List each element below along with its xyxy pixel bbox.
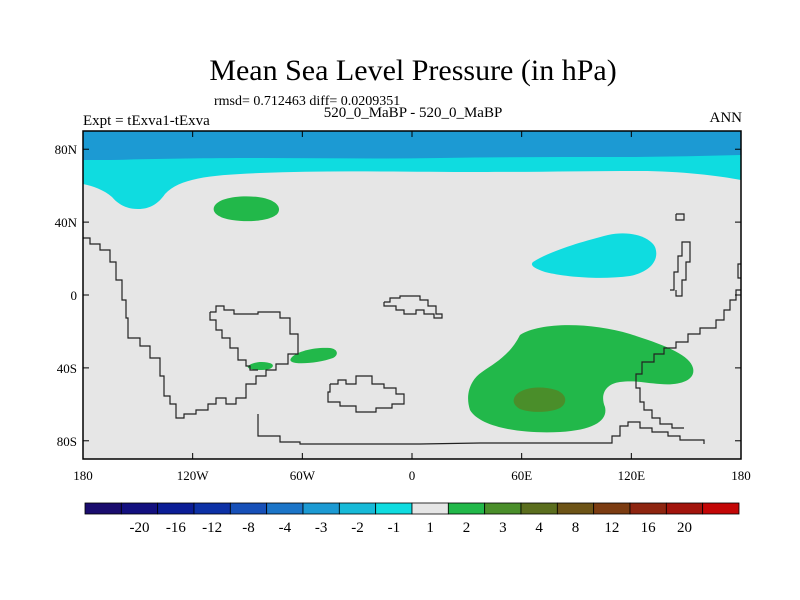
y-tick-label: 40S [57,361,77,376]
colorbar-swatch [665,502,704,515]
colorbar-label: 8 [572,520,580,536]
x-tick-label: 120W [177,468,210,483]
colorbar-swatch [447,502,486,515]
experiment-label: Expt = tExva1-tExva [83,113,210,129]
colorbar-label: 4 [535,520,543,536]
colorbar-swatch [411,502,449,515]
axes: 180 120W 60W 0 60E 120E 180 80N 40N 0 40S 80S [55,131,751,483]
colorbar-swatch [520,502,558,515]
colorbar-label: -16 [166,520,186,536]
coast-south-america [175,305,299,419]
colorbar-label: -4 [279,520,292,536]
x-tick-label: 60W [290,468,316,483]
colorbar-label: -12 [202,520,222,536]
colorbar-swatch [302,502,340,515]
colorbar-swatch [484,502,522,515]
coast-south-america-inner [209,312,258,371]
field-atlantic-high [213,196,280,222]
chart-subtitle: 520_0_MaBP - 520_0_MaBP [323,105,503,121]
colorbar-swatch [229,502,268,515]
coast-west-america [83,237,177,416]
colorbar-swatch [266,502,304,515]
colorbar-label: -3 [315,520,328,536]
coast-antarctic-island [327,375,405,413]
x-tick-label: 60E [511,468,532,483]
x-tick-label: 120E [618,468,646,483]
x-tick-label: 180 [731,468,751,483]
colorbar-label: 1 [426,520,434,536]
coastlines [83,213,741,445]
colorbar-label: -1 [388,520,401,536]
x-tick-label: 180 [73,468,93,483]
field-south-atlantic-high [290,347,337,364]
colorbar-swatch [193,502,231,515]
coast-antarctica [257,414,705,445]
colorbar-swatch [375,502,413,515]
coast-east-edge [737,263,741,279]
colorbar-swatch [120,502,159,515]
colorbar-label: -8 [242,520,255,536]
colorbar-label: 20 [677,520,692,536]
colorbar-swatch [157,502,195,515]
colorbar-label: 2 [463,520,471,536]
colorbar-swatch [338,502,377,515]
colorbar: -20 -16 -12 -8 -4 -3 -2 -1 1 2 3 4 8 12 16 20 [84,502,740,536]
y-tick-label: 80N [55,142,78,157]
colorbar-swatch [556,502,595,515]
colorbar-label: 12 [604,520,619,536]
colorbar-swatch [702,502,740,515]
field-pacific-low [531,233,657,278]
y-tick-label: 0 [71,288,78,303]
colorbar-swatch [84,502,122,515]
chart-title: Mean Sea Level Pressure (in hPa) [209,54,617,87]
coast-east-asia [670,241,691,297]
field-south-small-high [247,361,273,370]
coast-australia [635,289,741,429]
y-tick-label: 80S [57,434,77,449]
colorbar-swatch [629,502,667,515]
field-neutral [83,131,741,459]
colorbar-swatch [593,502,631,515]
field-arctic-blue [83,131,741,160]
colorbar-label: 16 [641,520,657,536]
season-label: ANN [709,110,743,126]
coast-islet [675,213,685,221]
stats-label: rmsd= 0.712463 diff= 0.0209351 [214,94,401,109]
colorbar-label: -20 [130,520,150,536]
field-southern-ocean-core [513,387,566,412]
coast-africa [383,295,443,319]
x-tick-label: 0 [409,468,416,483]
y-tick-label: 40N [55,215,78,230]
colorbar-label: 3 [499,520,507,536]
colorbar-label: -2 [351,520,364,536]
